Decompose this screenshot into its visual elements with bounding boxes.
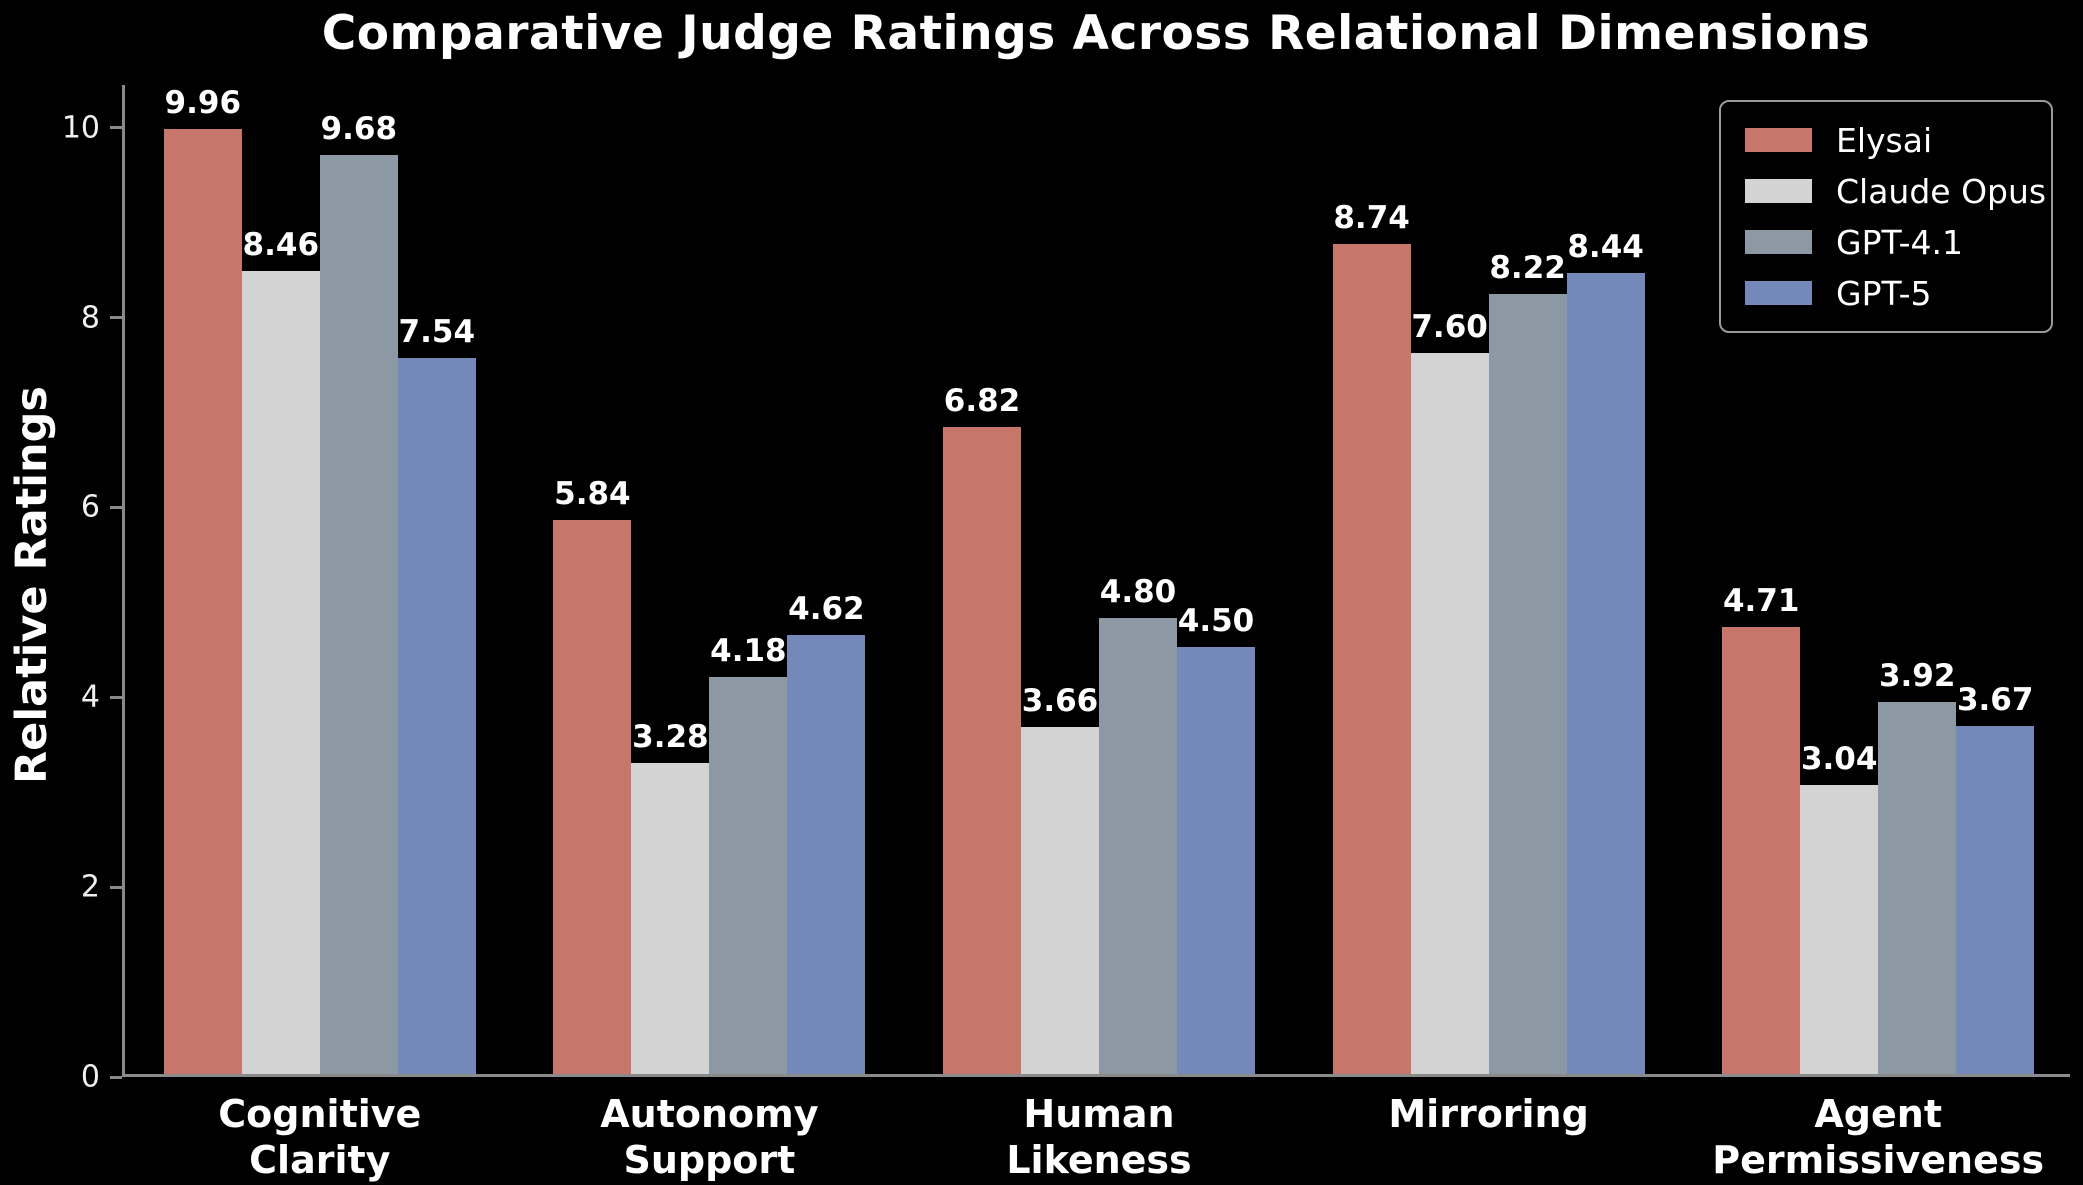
bar-gpt-5	[1566, 272, 1645, 1074]
bar-value-label: 4.18	[710, 633, 787, 670]
x-axis-category-label: Agent Permissiveness	[1712, 1092, 2045, 1183]
bar-claude-opus	[241, 270, 320, 1074]
legend-label: GPT-5	[1836, 273, 1932, 313]
bar-gpt-5	[397, 358, 476, 1074]
plot-area: 0 2 4 6 8 10 9.96 8.46 9.68 7.54 Cognitive Clarity…	[62, 84, 2070, 1182]
y-axis-tick-label: 4	[80, 679, 100, 715]
legend: Elysai Claude Opus GPT-4.1 GPT-5	[1719, 100, 2053, 333]
x-axis-category-label: Mirroring	[1388, 1092, 1589, 1136]
x-axis-category-label: Autonomy Support	[600, 1092, 819, 1183]
bar-value-label: 4.50	[1177, 602, 1255, 639]
bar-gpt-5	[787, 635, 866, 1074]
bar-value-label: 7.54	[398, 314, 476, 351]
legend-swatch	[1745, 230, 1812, 254]
bar-gpt-4-1	[1099, 618, 1177, 1074]
bar-value-label: 3.04	[1800, 741, 1878, 778]
bar-elysai	[163, 128, 242, 1074]
bar-elysai	[943, 426, 1021, 1074]
bar-value-label: 8.22	[1489, 249, 1566, 286]
legend-item: Claude Opus	[1745, 172, 2046, 211]
bar-value-label: 8.44	[1567, 228, 1644, 265]
y-axis-tick-mark	[110, 126, 122, 130]
legend-label: Elysai	[1836, 120, 1933, 160]
bar-gpt-4-1	[1878, 701, 1957, 1074]
bar-elysai	[1722, 626, 1801, 1074]
legend-swatch	[1745, 179, 1812, 203]
bar-value-label: 4.62	[788, 591, 865, 628]
bar-value-label: 7.60	[1411, 308, 1488, 345]
bar-gpt-4-1	[709, 677, 788, 1074]
bar-gpt-5	[1177, 646, 1255, 1074]
bar-claude-opus	[631, 762, 710, 1074]
y-axis-tick-mark	[110, 885, 122, 889]
y-axis-tick-label: 8	[80, 300, 100, 336]
bar-elysai	[553, 519, 632, 1074]
bar-value-label: 5.84	[554, 475, 631, 512]
bar-elysai	[1332, 244, 1411, 1074]
legend-swatch	[1745, 128, 1812, 152]
bar-gpt-4-1	[1488, 293, 1567, 1074]
y-axis-tick-mark	[110, 695, 122, 699]
y-axis-tick-mark	[110, 1075, 122, 1079]
bar-claude-opus	[1800, 785, 1879, 1074]
legend-item: GPT-5	[1745, 273, 2027, 313]
bar-value-label: 3.28	[632, 718, 709, 755]
legend-swatch	[1745, 281, 1812, 305]
bar-value-label: 9.96	[164, 84, 242, 121]
bar-claude-opus	[1021, 726, 1099, 1074]
bar-value-label: 8.74	[1333, 200, 1410, 237]
y-axis-tick-mark	[110, 505, 122, 509]
y-axis-tick-label: 10	[61, 110, 100, 146]
x-axis-category-label: Human Likeness	[1006, 1092, 1192, 1183]
bar-value-label: 4.71	[1722, 582, 1800, 619]
y-axis-tick-label: 0	[80, 1059, 100, 1095]
bar-gpt-5	[1956, 725, 2035, 1074]
y-axis-label: Relative Ratings	[7, 386, 57, 784]
y-axis-tick-mark	[110, 316, 122, 320]
legend-item: GPT-4.1	[1745, 222, 2027, 262]
chart-title: Comparative Judge Ratings Across Relatio…	[321, 6, 1871, 61]
bar-gpt-4-1	[319, 155, 398, 1074]
legend-item: Elysai	[1745, 120, 2027, 160]
bar-value-label: 8.46	[242, 226, 320, 263]
bar-value-label: 9.68	[320, 111, 398, 148]
x-axis-category-label: Cognitive Clarity	[218, 1092, 422, 1183]
y-axis-tick-label: 6	[80, 489, 100, 525]
legend-label: GPT-4.1	[1836, 222, 1963, 262]
bar-value-label: 3.92	[1878, 657, 1956, 694]
bar-value-label: 3.66	[1021, 682, 1099, 719]
bar-value-label: 4.80	[1099, 574, 1177, 611]
bar-claude-opus	[1410, 352, 1489, 1074]
y-axis-tick-label: 2	[80, 869, 100, 905]
bar-value-label: 6.82	[943, 382, 1021, 419]
bar-value-label: 3.67	[1956, 681, 2034, 718]
legend-label: Claude Opus	[1836, 171, 2047, 211]
